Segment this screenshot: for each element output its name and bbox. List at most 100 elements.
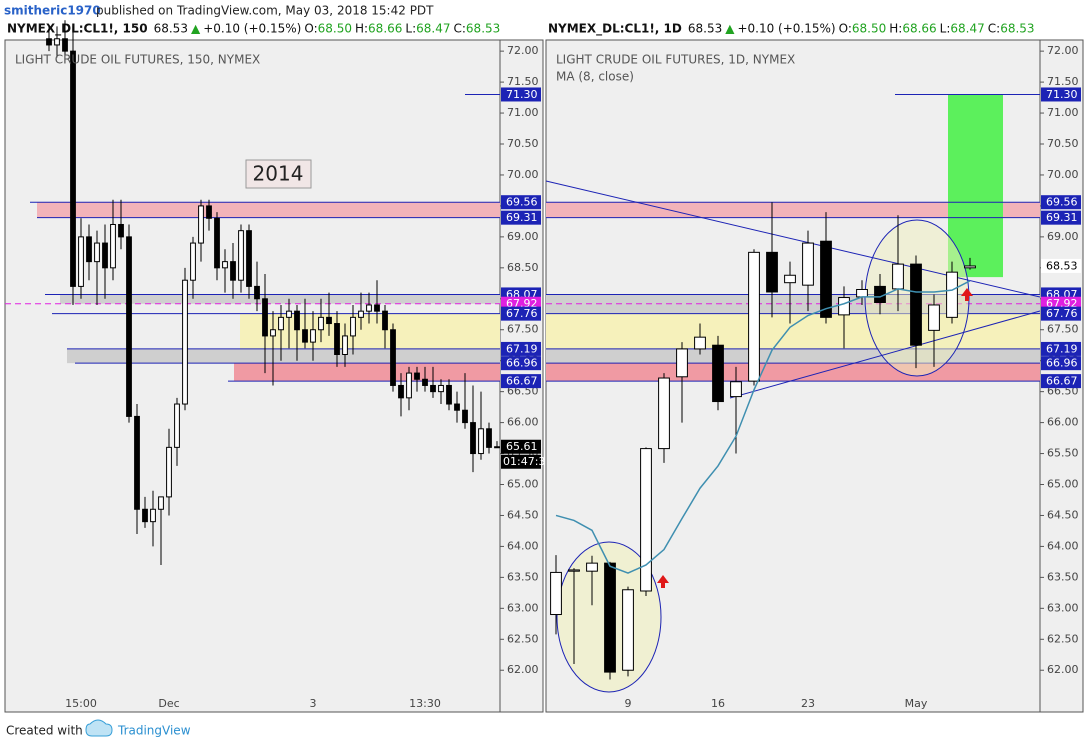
legend-o-label: O: xyxy=(304,22,317,36)
zone xyxy=(67,348,500,364)
y-tick-label: 63.50 xyxy=(507,570,539,583)
candle-body xyxy=(478,428,484,455)
candle-body xyxy=(390,329,396,386)
candle-body xyxy=(604,562,616,673)
y-tick-label: 64.50 xyxy=(507,508,539,521)
legend-l-label: L: xyxy=(940,22,951,36)
candle-body xyxy=(486,428,492,448)
level-tag xyxy=(501,87,541,102)
brand[interactable]: TradingView xyxy=(117,724,191,738)
y-tick-label: 69.00 xyxy=(1047,230,1079,243)
last-price-label: 65.61 xyxy=(506,440,538,453)
panel-right: NYMEX_DL:CL1!, 1D 68.53 ▲ +0.10 (+0.15%) O: 6… xyxy=(545,22,1084,713)
arrow xyxy=(657,575,669,588)
y-tick-label: 66.00 xyxy=(1047,416,1079,429)
candle-body xyxy=(422,378,428,386)
candle-body xyxy=(270,329,276,337)
candle-body xyxy=(730,381,742,398)
candle-body xyxy=(230,261,236,281)
y-tick-label: 71.50 xyxy=(1047,75,1079,88)
level-label: 67.19 xyxy=(1046,342,1078,355)
candle-body xyxy=(748,251,760,382)
y-tick-label: 72.00 xyxy=(507,44,539,57)
candle-body xyxy=(334,323,340,355)
candle-body xyxy=(586,562,598,572)
created-with: Created with xyxy=(6,724,83,738)
candle-body xyxy=(414,372,420,380)
candle-body xyxy=(658,377,670,450)
candle-body xyxy=(182,279,188,405)
candle-body xyxy=(676,348,688,378)
legend-h: 68.66 xyxy=(902,22,936,36)
y-tick-label: 70.50 xyxy=(1047,137,1079,150)
legend-c-label: C: xyxy=(988,22,1000,36)
level-tag xyxy=(1041,374,1081,389)
candle-body xyxy=(406,372,412,399)
x-tick-label: 15:00 xyxy=(65,697,97,710)
y-tick-label: 63.50 xyxy=(1047,570,1079,583)
candle-body xyxy=(946,271,958,318)
y-tick-label: 65.50 xyxy=(1047,447,1079,460)
level-label: 69.31 xyxy=(1046,211,1078,224)
level-label: 69.56 xyxy=(506,196,538,209)
candle-body xyxy=(246,230,252,287)
x-tick-label: 13:30 xyxy=(409,697,441,710)
x-tick-label: Dec xyxy=(158,697,179,710)
y-tick-label: 65.00 xyxy=(1047,478,1079,491)
candle-body xyxy=(694,336,706,350)
legend-c: 68.53 xyxy=(1000,22,1034,36)
level-tag xyxy=(1041,87,1081,102)
candle-body xyxy=(766,251,778,293)
level-tag xyxy=(501,356,541,371)
arrow xyxy=(961,288,973,301)
candle-body xyxy=(568,569,580,572)
candle-body xyxy=(254,285,260,300)
candle-body xyxy=(802,242,814,286)
candle-body xyxy=(318,316,324,331)
candle-body xyxy=(278,316,284,331)
candle-body xyxy=(622,589,634,671)
candle-body xyxy=(470,422,476,455)
legend-c-label: C: xyxy=(454,22,466,36)
user-name[interactable]: smitheric1970 xyxy=(4,4,101,18)
level-tag xyxy=(1041,341,1081,356)
candle-body xyxy=(222,261,228,269)
candle-body xyxy=(262,298,268,337)
level-tag xyxy=(1041,195,1081,210)
candle-body xyxy=(286,310,292,318)
candle-body xyxy=(430,384,436,393)
candle-body xyxy=(126,236,132,417)
candle-body xyxy=(784,274,796,284)
candle-body xyxy=(820,240,832,318)
legend-symbol: NYMEX_DL:CL1!, 1D xyxy=(548,22,682,37)
y-tick-label: 70.50 xyxy=(507,137,539,150)
candle-body xyxy=(838,297,850,316)
legend-last: 68.53 xyxy=(154,22,188,36)
y-tick-label: 69.00 xyxy=(507,230,539,243)
legend-arrow: ▲ xyxy=(725,22,735,36)
candle-body xyxy=(238,230,244,281)
annotation: 2014 xyxy=(253,162,304,186)
legend-o-label: O: xyxy=(839,22,852,36)
candle-body xyxy=(54,38,60,46)
candle-body xyxy=(310,329,316,343)
level-label: 67.76 xyxy=(1046,307,1078,320)
chart-title: LIGHT CRUDE OIL FUTURES, 150, NYMEX xyxy=(15,53,260,67)
y-tick-label: 71.00 xyxy=(507,106,539,119)
candle-body xyxy=(928,304,940,331)
legend-h: 68.66 xyxy=(368,22,402,36)
candle-body xyxy=(910,263,922,346)
last-price-tag xyxy=(1041,258,1081,273)
zone xyxy=(234,363,500,382)
level-tag xyxy=(501,306,541,321)
level-label: 67.19 xyxy=(506,342,538,355)
y-tick-label: 71.50 xyxy=(507,75,539,88)
level-label: 66.96 xyxy=(1046,357,1078,370)
last-price-tag xyxy=(501,439,541,454)
candle-body xyxy=(892,263,904,290)
panel-left: NYMEX_DL:CL1!, 150 68.53 ▲ +0.10 (+0.15%) O:… xyxy=(4,20,545,713)
level-tag xyxy=(1041,356,1081,371)
zone xyxy=(60,294,500,304)
candle-body xyxy=(214,217,220,269)
